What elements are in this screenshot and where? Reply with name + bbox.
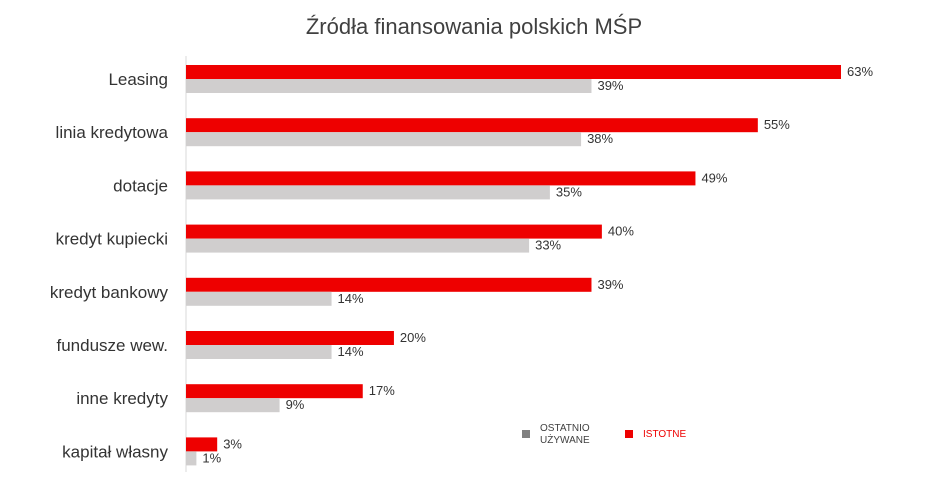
data-label-used: 39% [597, 78, 623, 93]
data-label-important: 20% [400, 330, 426, 345]
category-label: fundusze wew. [56, 336, 168, 355]
bar-used [186, 185, 550, 200]
bar-important [186, 118, 758, 133]
bar-important [186, 384, 363, 399]
legend-swatch-used [522, 430, 530, 438]
bar-used [186, 451, 197, 466]
bar-used [186, 238, 530, 253]
category-label: kapitał własny [62, 442, 168, 461]
category-label: kredyt kupiecki [56, 230, 168, 249]
data-label-important: 49% [701, 170, 727, 185]
bar-important [186, 277, 592, 292]
data-label-important: 40% [608, 224, 634, 239]
data-label-used: 1% [202, 450, 221, 465]
legend-swatch-important [625, 430, 633, 438]
data-label-used: 33% [535, 238, 561, 253]
data-label-important: 17% [369, 383, 395, 398]
legend-label-used-line2: UŻYWANE [540, 433, 590, 446]
bar-used [186, 79, 592, 93]
data-label-used: 35% [556, 184, 582, 199]
data-label-used: 9% [286, 397, 305, 412]
bar-used [186, 291, 332, 306]
bar-important [186, 331, 394, 345]
data-label-used: 38% [587, 131, 613, 146]
bar-important [186, 171, 696, 186]
legend: OSTATNIO UŻYWANE ISTOTNE [522, 423, 686, 446]
category-label: kredyt bankowy [50, 283, 169, 302]
data-label-used: 14% [338, 344, 364, 359]
chart-title: Źródła finansowania polskich MŚP [305, 14, 643, 39]
category-label: inne kredyty [76, 389, 168, 408]
bar-used [186, 132, 582, 147]
legend-label-important: ISTOTNE [643, 429, 686, 440]
category-label: Leasing [108, 70, 168, 89]
legend-label-used-line1: OSTATNIO [540, 423, 590, 434]
data-label-important: 39% [597, 277, 623, 292]
data-label-important: 55% [764, 117, 790, 132]
bar-used [186, 345, 332, 359]
data-label-important: 3% [223, 436, 242, 451]
bar-important [186, 65, 841, 79]
bar-used [186, 398, 280, 413]
data-label-important: 63% [847, 64, 873, 79]
bar-important [186, 224, 602, 239]
data-label-used: 14% [338, 291, 364, 306]
category-label: dotacje [113, 176, 168, 195]
bars-group: Leasing 63% 39% linia kredytowa 55% 38% dotacj… [50, 64, 873, 466]
bar-important [186, 437, 218, 452]
category-label: linia kredytowa [56, 123, 169, 142]
